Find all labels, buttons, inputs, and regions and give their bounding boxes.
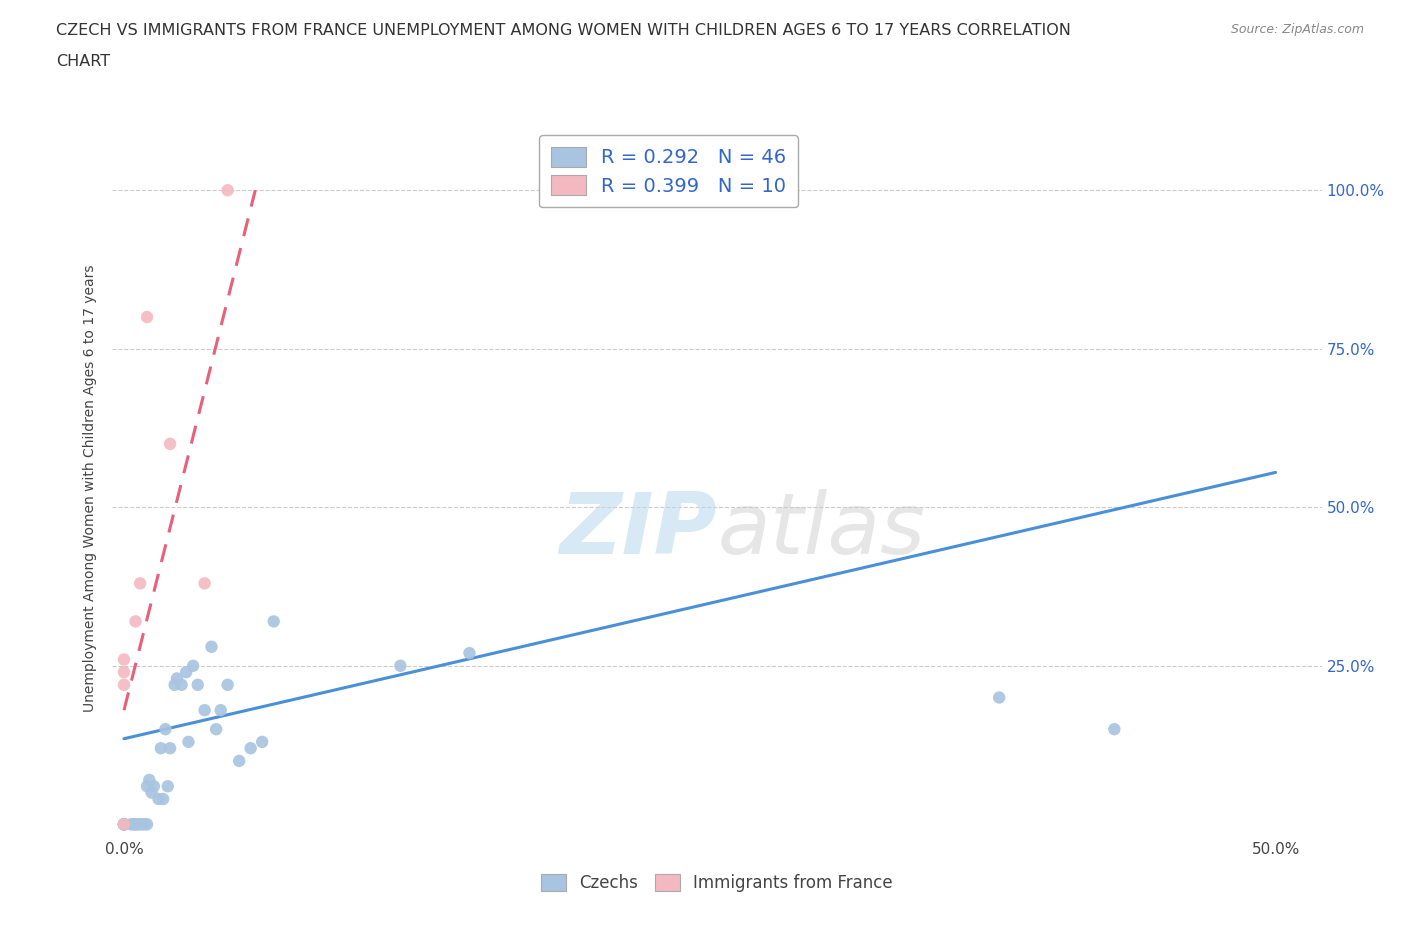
Point <box>159 741 181 756</box>
Legend: Czechs, Immigrants from France: Czechs, Immigrants from France <box>534 867 900 898</box>
Point <box>217 183 239 198</box>
Point <box>129 576 152 591</box>
Point <box>120 817 142 831</box>
Point <box>458 645 481 660</box>
Point <box>136 817 159 831</box>
Point <box>166 671 188 686</box>
Point <box>112 677 135 692</box>
Point <box>112 817 135 831</box>
Point <box>187 677 209 692</box>
Point <box>163 677 186 692</box>
Point <box>148 791 170 806</box>
Point <box>131 817 153 831</box>
Point <box>134 817 156 831</box>
Point <box>389 658 412 673</box>
Y-axis label: Unemployment Among Women with Children Ages 6 to 17 years: Unemployment Among Women with Children A… <box>83 264 97 712</box>
Point <box>112 817 135 831</box>
Point <box>112 665 135 680</box>
Point <box>263 614 285 629</box>
Point <box>200 639 222 654</box>
Point <box>141 785 163 800</box>
Point <box>129 817 152 831</box>
Point <box>194 703 217 718</box>
Point <box>138 773 160 788</box>
Point <box>112 817 135 831</box>
Point <box>124 817 146 831</box>
Point <box>124 817 146 831</box>
Point <box>988 690 1011 705</box>
Point <box>136 310 159 325</box>
Point <box>152 791 174 806</box>
Text: atlas: atlas <box>717 488 925 572</box>
Point <box>136 778 159 793</box>
Point <box>181 658 204 673</box>
Text: Source: ZipAtlas.com: Source: ZipAtlas.com <box>1230 23 1364 36</box>
Point <box>122 817 145 831</box>
Point <box>112 817 135 831</box>
Point <box>127 817 149 831</box>
Text: CHART: CHART <box>56 54 110 69</box>
Text: CZECH VS IMMIGRANTS FROM FRANCE UNEMPLOYMENT AMONG WOMEN WITH CHILDREN AGES 6 TO: CZECH VS IMMIGRANTS FROM FRANCE UNEMPLOY… <box>56 23 1071 38</box>
Point <box>112 817 135 831</box>
Point <box>155 722 177 737</box>
Point <box>174 665 197 680</box>
Point <box>1104 722 1126 737</box>
Point <box>170 677 193 692</box>
Point <box>149 741 172 756</box>
Point <box>112 652 135 667</box>
Point <box>124 614 146 629</box>
Point <box>142 778 165 793</box>
Point <box>194 576 217 591</box>
Point <box>250 735 273 750</box>
Point <box>205 722 228 737</box>
Point <box>217 677 239 692</box>
Point <box>228 753 250 768</box>
Point <box>177 735 200 750</box>
Point <box>112 817 135 831</box>
Point <box>156 778 179 793</box>
Point <box>112 817 135 831</box>
Point <box>239 741 262 756</box>
Point <box>159 436 181 451</box>
Point <box>209 703 232 718</box>
Text: ZIP: ZIP <box>560 488 717 572</box>
Point <box>112 817 135 831</box>
